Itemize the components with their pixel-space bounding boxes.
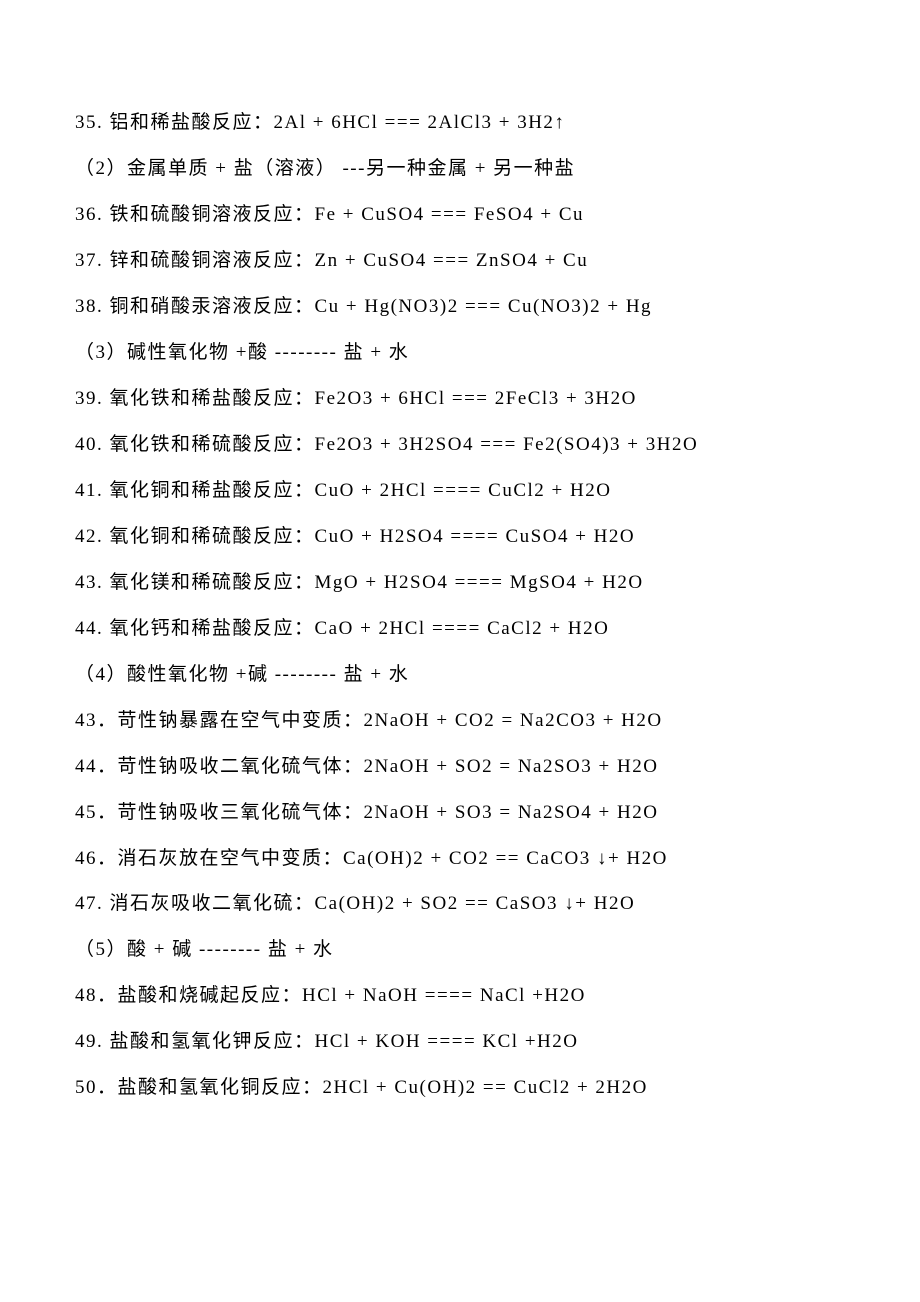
text-line: 43．苛性钠暴露在空气中变质：2NaOH + CO2 = Na2CO3 + H2… bbox=[75, 698, 850, 744]
text-line: 40. 氧化铁和稀硫酸反应：Fe2O3 + 3H2SO4 === Fe2(SO4… bbox=[75, 422, 850, 468]
text-line: （5）酸 + 碱 -------- 盐 + 水 bbox=[75, 927, 850, 973]
text-line: 41. 氧化铜和稀盐酸反应：CuO + 2HCl ==== CuCl2 + H2… bbox=[75, 468, 850, 514]
text-line: 37. 锌和硫酸铜溶液反应：Zn + CuSO4 === ZnSO4 + Cu bbox=[75, 238, 850, 284]
text-line: 46．消石灰放在空气中变质：Ca(OH)2 + CO2 == CaCO3 ↓+ … bbox=[75, 836, 850, 882]
text-line: 49. 盐酸和氢氧化钾反应：HCl + KOH ==== KCl +H2O bbox=[75, 1019, 850, 1065]
text-line: （3）碱性氧化物 +酸 -------- 盐 + 水 bbox=[75, 330, 850, 376]
text-line: 48．盐酸和烧碱起反应：HCl + NaOH ==== NaCl +H2O bbox=[75, 973, 850, 1019]
text-line: 36. 铁和硫酸铜溶液反应：Fe + CuSO4 === FeSO4 + Cu bbox=[75, 192, 850, 238]
text-line: 45．苛性钠吸收三氧化硫气体：2NaOH + SO3 = Na2SO4 + H2… bbox=[75, 790, 850, 836]
document-page: 35. 铝和稀盐酸反应：2Al + 6HCl === 2AlCl3 + 3H2↑… bbox=[0, 0, 920, 1302]
text-line: 39. 氧化铁和稀盐酸反应：Fe2O3 + 6HCl === 2FeCl3 + … bbox=[75, 376, 850, 422]
text-line: 42. 氧化铜和稀硫酸反应：CuO + H2SO4 ==== CuSO4 + H… bbox=[75, 514, 850, 560]
text-line: （4）酸性氧化物 +碱 -------- 盐 + 水 bbox=[75, 652, 850, 698]
text-line: 43. 氧化镁和稀硫酸反应：MgO + H2SO4 ==== MgSO4 + H… bbox=[75, 560, 850, 606]
text-line: 44. 氧化钙和稀盐酸反应：CaO + 2HCl ==== CaCl2 + H2… bbox=[75, 606, 850, 652]
text-line: 50．盐酸和氢氧化铜反应：2HCl + Cu(OH)2 == CuCl2 + 2… bbox=[75, 1065, 850, 1111]
text-line: 47. 消石灰吸收二氧化硫：Ca(OH)2 + SO2 == CaSO3 ↓+ … bbox=[75, 881, 850, 927]
text-line: 35. 铝和稀盐酸反应：2Al + 6HCl === 2AlCl3 + 3H2↑ bbox=[75, 100, 850, 146]
text-line: 44．苛性钠吸收二氧化硫气体：2NaOH + SO2 = Na2SO3 + H2… bbox=[75, 744, 850, 790]
text-line: 38. 铜和硝酸汞溶液反应：Cu + Hg(NO3)2 === Cu(NO3)2… bbox=[75, 284, 850, 330]
text-line: （2）金属单质 + 盐（溶液） ---另一种金属 + 另一种盐 bbox=[75, 146, 850, 192]
